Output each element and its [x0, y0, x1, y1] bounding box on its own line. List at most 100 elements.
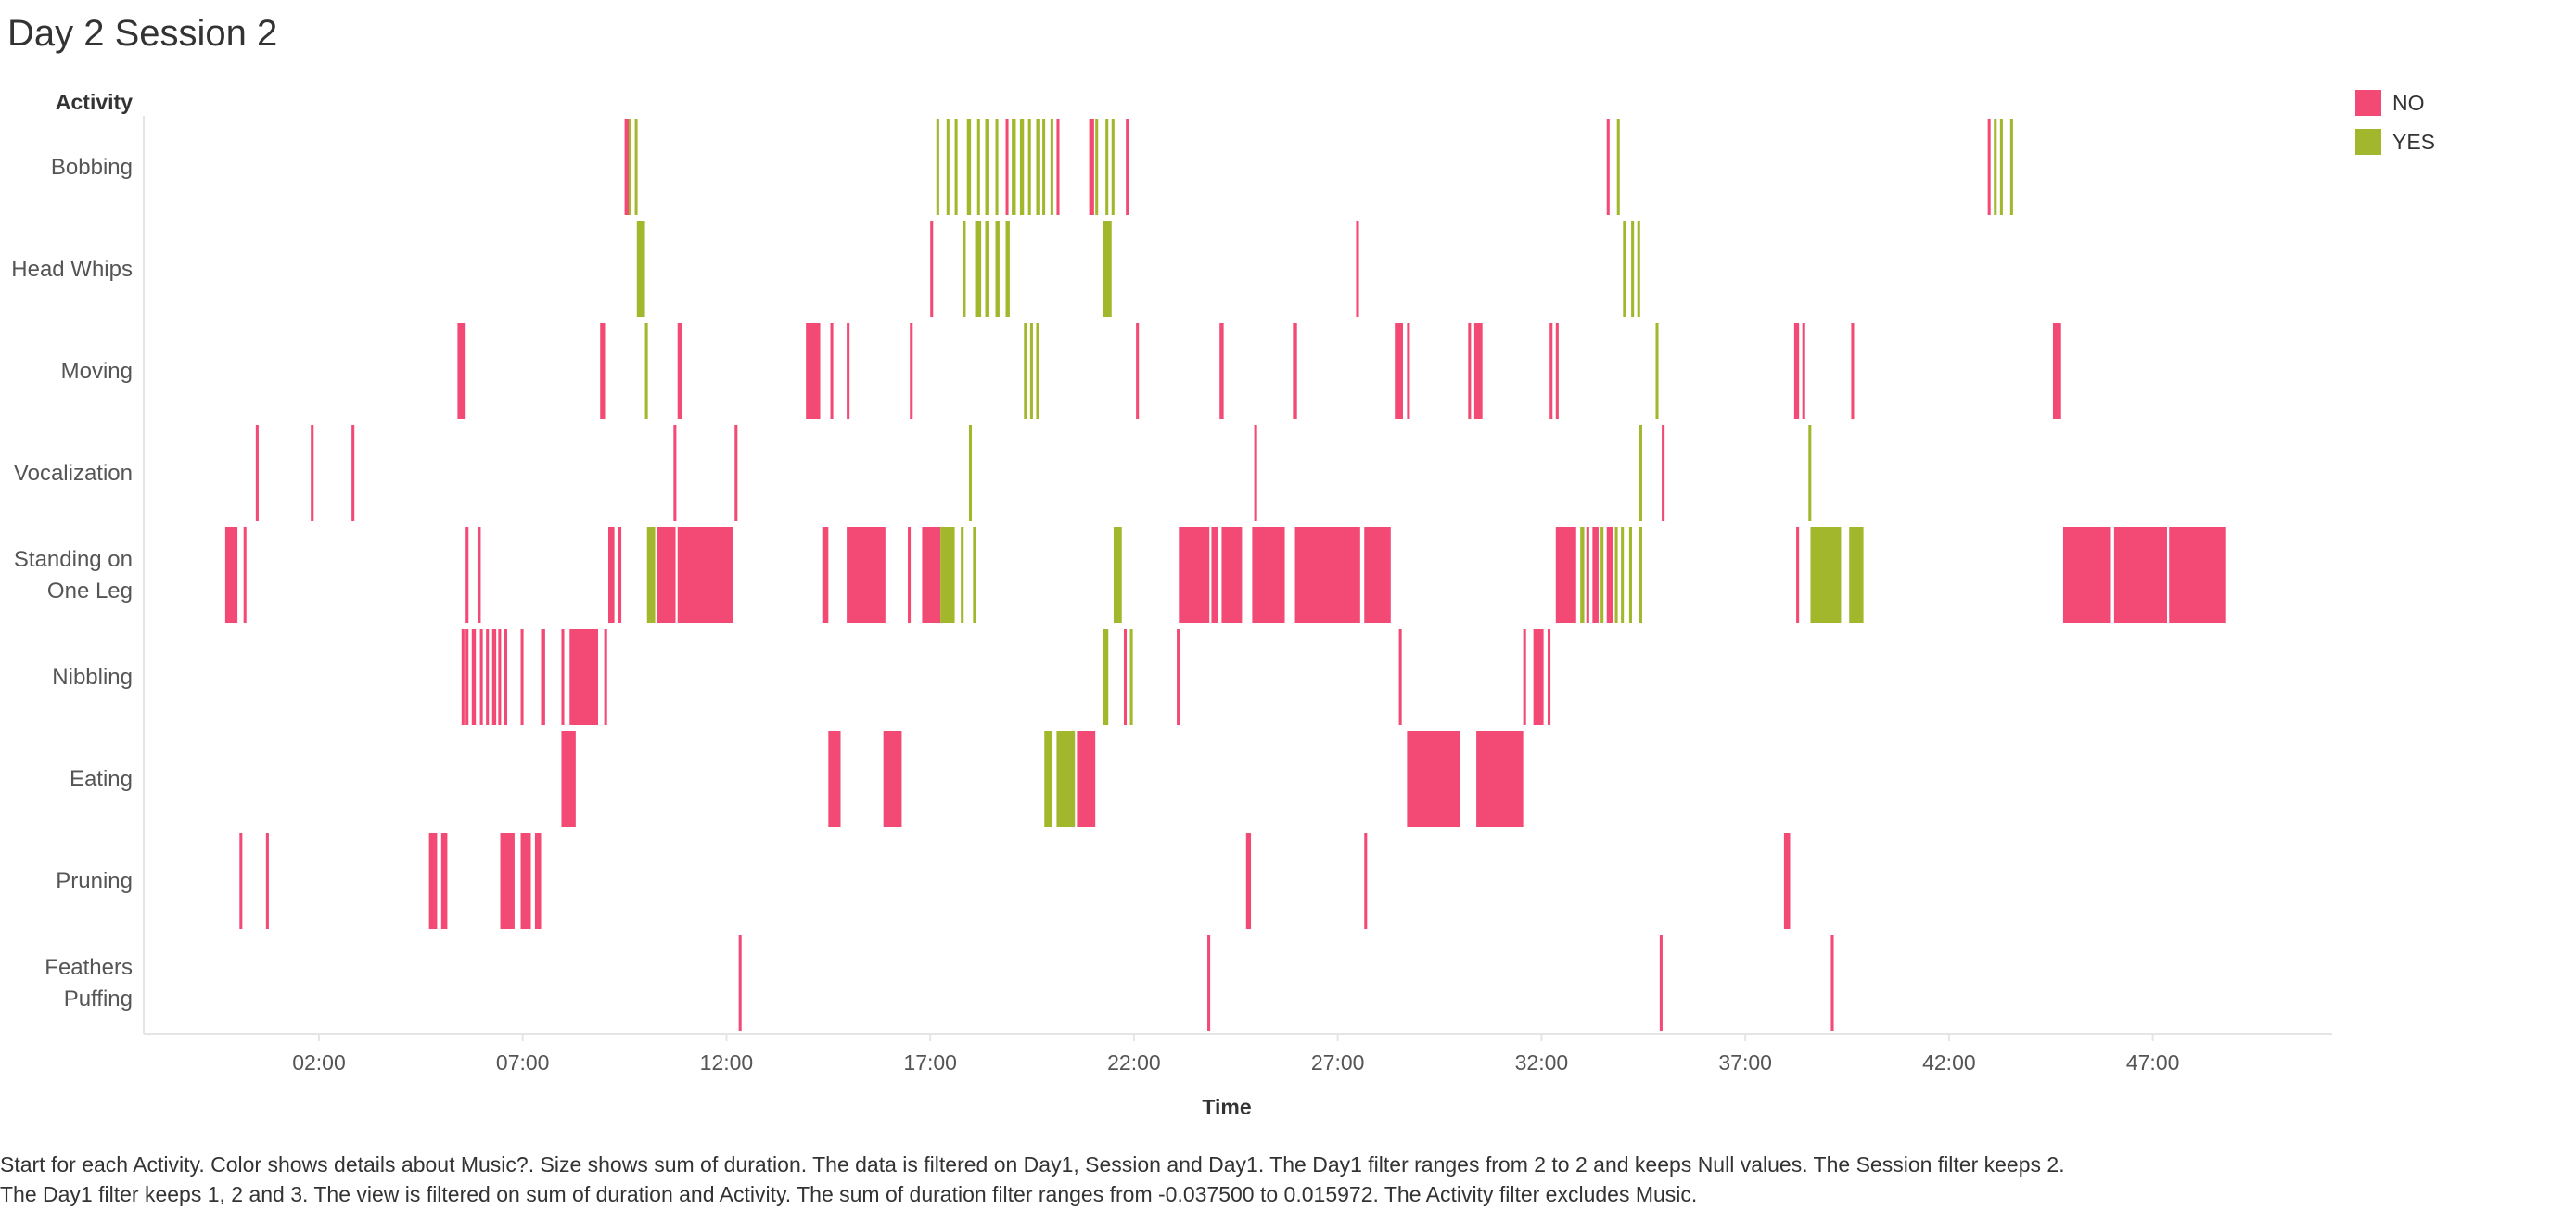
bar-yes — [966, 119, 972, 215]
bar-yes — [1616, 119, 1620, 215]
bar-no — [2052, 323, 2061, 419]
bar-no — [1207, 935, 1211, 1031]
bar-no — [457, 323, 466, 419]
bar-no — [569, 629, 599, 725]
bar-no — [673, 425, 677, 521]
bar-yes — [954, 119, 958, 215]
bar-no — [498, 629, 502, 725]
bar-yes — [1095, 119, 1099, 215]
bar-no — [428, 833, 438, 929]
category-label: Eating — [70, 767, 133, 792]
x-tick-label: 17:00 — [903, 1050, 957, 1075]
bar-no — [541, 629, 545, 725]
bar-no — [1254, 425, 1257, 521]
bar-yes — [963, 221, 966, 317]
bar-no — [486, 629, 490, 725]
x-axis-title: Time — [1202, 1095, 1251, 1119]
caption-line-1: Start for each Activity. Color shows det… — [0, 1152, 2065, 1177]
bar-no — [1987, 119, 1991, 215]
x-tick-label: 07:00 — [496, 1050, 550, 1075]
bar-no — [1126, 119, 1129, 215]
bar-yes — [1029, 323, 1033, 419]
x-tick-label: 02:00 — [292, 1050, 346, 1075]
bar-no — [1586, 527, 1589, 623]
bar-no — [1533, 629, 1544, 725]
gantt-chart: Activity Bobbing Head Whips Moving Vocalizat… — [11, 90, 2332, 1119]
bar-no — [1476, 731, 1524, 827]
category-label: One Leg — [47, 579, 133, 604]
bar-yes — [1994, 119, 1997, 215]
bar-yes — [1129, 629, 1133, 725]
bar-yes — [940, 527, 955, 623]
caption: Start for each Activity. Color shows det… — [0, 1150, 2504, 1209]
bar-yes — [636, 221, 645, 317]
bar-no — [922, 527, 941, 623]
bar-no — [1555, 323, 1559, 419]
x-tick-label: 27:00 — [1311, 1050, 1365, 1075]
bar-no — [465, 527, 469, 623]
bar-yes — [1103, 221, 1112, 317]
legend-label-yes: YES — [2392, 129, 2436, 154]
bar-yes — [985, 221, 989, 317]
bar-yes — [995, 119, 999, 215]
bar-no — [1851, 323, 1855, 419]
bar-no — [1468, 323, 1472, 419]
bar-no — [738, 935, 742, 1031]
bar-no — [255, 425, 259, 521]
bar-no — [1179, 527, 1210, 623]
bar-yes — [1849, 527, 1864, 623]
category-label: Feathers — [45, 955, 133, 980]
bar-yes — [1639, 425, 1642, 521]
bar-no — [2169, 527, 2226, 623]
bar-no — [534, 833, 542, 929]
bar-yes — [646, 527, 656, 623]
bar-no — [1294, 527, 1360, 623]
bar-no — [1523, 629, 1526, 725]
bar-no — [461, 629, 465, 725]
bar-no — [908, 527, 912, 623]
bar-no — [1793, 323, 1800, 419]
bar-no — [1005, 119, 1009, 215]
bar-no — [930, 221, 934, 317]
bar-no — [1606, 119, 1610, 215]
bar-yes — [1036, 119, 1040, 215]
page-title: Day 2 Session 2 — [7, 13, 278, 54]
bar-no — [491, 629, 497, 725]
bar-no — [608, 527, 615, 623]
bar-no — [2113, 527, 2168, 623]
legend-item-yes[interactable]: YES — [2355, 122, 2435, 161]
bar-no — [1077, 731, 1096, 827]
bar-no — [520, 833, 531, 929]
bar-yes — [1105, 119, 1109, 215]
bar-no — [504, 629, 508, 725]
bar-no — [1473, 323, 1483, 419]
bar-yes — [961, 527, 964, 623]
category-label: Head Whips — [11, 257, 133, 282]
bar-yes — [1027, 119, 1031, 215]
bar-no — [1356, 221, 1359, 317]
bar-no — [1659, 935, 1663, 1031]
bar-yes — [1631, 221, 1635, 317]
bar-yes — [1005, 221, 1010, 317]
bar-no — [618, 527, 622, 623]
bar-no — [677, 323, 682, 419]
bar-no — [1089, 119, 1094, 215]
bar-no — [734, 425, 738, 521]
x-tick-label: 37:00 — [1718, 1050, 1772, 1075]
bar-no — [1592, 527, 1599, 623]
bar-no — [847, 527, 886, 623]
bar-yes — [1614, 527, 1618, 623]
category-label: Standing on — [14, 547, 133, 572]
bar-no — [561, 731, 576, 827]
bar-yes — [1639, 527, 1642, 623]
bar-no — [440, 833, 448, 929]
legend-item-no[interactable]: NO — [2355, 83, 2435, 122]
bar-no — [1221, 527, 1243, 623]
x-tick-label: 12:00 — [700, 1050, 754, 1075]
bar-no — [657, 527, 676, 623]
bar-no — [883, 731, 902, 827]
bar-no — [1364, 833, 1368, 929]
x-tick-label: 47:00 — [2126, 1050, 2180, 1075]
bar-no — [1395, 323, 1403, 419]
category-label: Vocalization — [14, 461, 133, 486]
